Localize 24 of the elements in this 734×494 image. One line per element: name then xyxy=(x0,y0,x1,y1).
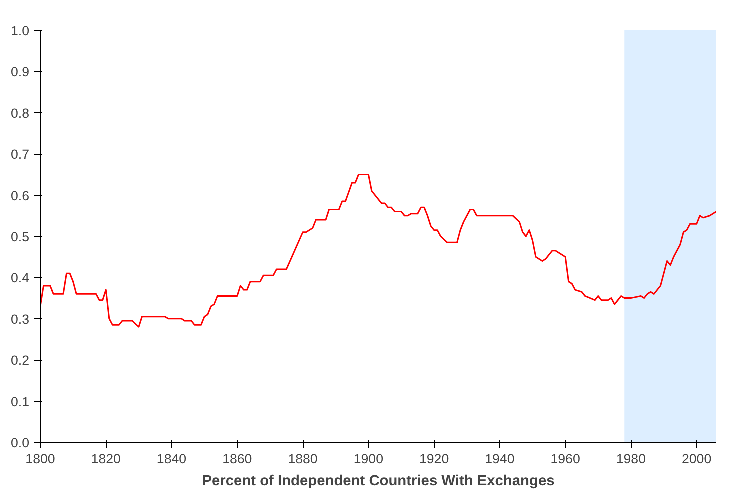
x-tick-label: 1800 xyxy=(26,452,56,466)
y-tick-label: 0.3 xyxy=(10,312,30,327)
x-tick-label: 1980 xyxy=(616,452,646,466)
y-tick-label: 0.5 xyxy=(10,230,30,244)
y-tick-label: 0.7 xyxy=(10,147,30,162)
y-tick-label: 1.0 xyxy=(10,24,30,38)
x-tick-label: 1880 xyxy=(288,452,318,466)
y-tick-label: 0.9 xyxy=(10,64,30,80)
x-tick-label: 1920 xyxy=(419,452,450,466)
y-tick-label: 0.6 xyxy=(10,188,30,204)
x-tick-label: 1940 xyxy=(485,452,515,466)
x-tick-label: 1900 xyxy=(354,452,384,466)
y-tick-label: 0.4 xyxy=(10,270,30,286)
y-tick-label: 0.0 xyxy=(10,436,30,450)
x-tick-label: 1860 xyxy=(222,452,252,466)
y-tick-label: 0.1 xyxy=(10,394,30,410)
x-tick-label: 1840 xyxy=(156,452,187,466)
y-tick-label: 0.8 xyxy=(10,106,30,121)
x-tick-label: 2000 xyxy=(682,452,712,466)
x-tick-label: 1960 xyxy=(550,452,580,466)
y-tick-label: 0.2 xyxy=(10,353,30,368)
text: Percent of Independent Countries With Exchanges xyxy=(202,474,555,490)
line-series xyxy=(40,174,716,328)
x-tick-label: 1820 xyxy=(91,452,121,466)
